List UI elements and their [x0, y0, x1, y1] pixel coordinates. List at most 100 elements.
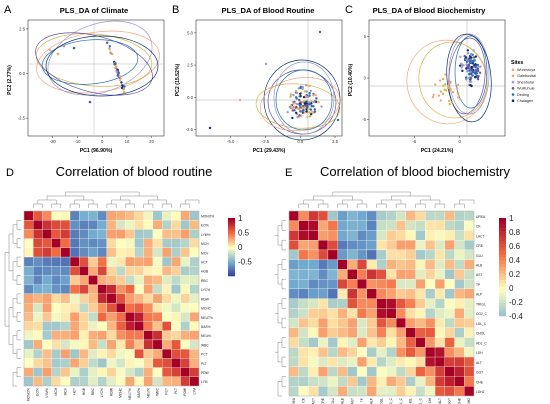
heatmap-cell — [366, 337, 377, 348]
heatmap-cell — [444, 376, 455, 387]
heatmap-cell — [115, 293, 126, 304]
row-label: PDW — [201, 371, 210, 375]
heatmap-cell — [444, 259, 455, 270]
heatmap-cell — [189, 210, 200, 221]
heatmap-cell — [51, 349, 61, 359]
heatmap-cell — [23, 330, 34, 341]
heatmap-cell — [97, 293, 108, 304]
heatmap-cell — [288, 288, 299, 299]
x-ticks: -5 0 — [412, 136, 461, 144]
heatmap-cell — [115, 302, 126, 313]
scatter-point — [114, 62, 117, 65]
heatmap-cell — [308, 210, 319, 221]
heatmap-cell — [288, 230, 299, 241]
scatter-point — [309, 108, 313, 111]
heatmap-cell — [106, 358, 117, 368]
heatmap-cell — [386, 249, 397, 260]
scatter-point — [308, 102, 312, 106]
scatter-point — [474, 64, 478, 68]
heatmap-cell — [405, 220, 416, 231]
heatmap-cell — [318, 308, 329, 319]
heatmap-cell — [386, 288, 397, 299]
scatter-point — [448, 103, 452, 106]
heatmap-cell — [376, 386, 387, 397]
colorbar-segment — [228, 227, 235, 230]
heatmap-cell — [115, 349, 126, 359]
row-label: LYM — [201, 380, 208, 384]
x-tick-label: -5.0 — [227, 139, 235, 144]
heatmap-cell — [434, 220, 445, 231]
heatmap-cell — [415, 356, 426, 367]
heatmap-cell — [60, 293, 71, 304]
heatmap-cell — [60, 284, 71, 295]
heatmap-cell — [97, 321, 108, 331]
heatmap-cell — [464, 269, 475, 280]
column-label: ALT — [438, 398, 442, 404]
scatter-point — [313, 108, 317, 111]
scatter-point — [294, 89, 298, 93]
heatmap-cell — [318, 356, 329, 367]
colorbar-segment — [499, 306, 506, 310]
legend-swatch — [511, 80, 515, 84]
heatmap-cell — [288, 279, 299, 290]
heatmap-cell — [308, 308, 319, 319]
heatmap-cell — [327, 220, 338, 231]
heatmap-cell — [134, 266, 144, 276]
column-label: EO% — [36, 388, 40, 396]
colorbar: 1 0.8 0.6 0.4 0.2 0 -0.2 -0.4 — [499, 214, 523, 321]
heatmap-cell — [318, 210, 329, 221]
heatmap-cell — [395, 298, 406, 309]
heatmap-cell — [152, 302, 163, 313]
heatmap-cell — [51, 256, 61, 267]
scatter-point — [472, 56, 476, 59]
heatmap-cell — [162, 367, 172, 377]
heatmap-cell — [189, 284, 200, 295]
row-label: WBC — [201, 343, 209, 347]
heatmap-cell — [405, 259, 416, 270]
heatmap-cell — [23, 256, 34, 267]
colorbar-segment — [228, 248, 235, 252]
legend-swatch — [511, 99, 515, 102]
heatmap-cell — [33, 293, 43, 304]
heatmap-cell — [357, 327, 368, 338]
heatmap-cell — [152, 339, 163, 350]
heatmap-cell — [318, 327, 329, 338]
heatmap-cell — [366, 210, 377, 221]
scatter-point — [431, 96, 435, 99]
scatter-point — [305, 103, 309, 107]
column-label: CRE — [321, 397, 325, 404]
heatmap-cell — [434, 240, 445, 251]
heatmap-cell — [97, 275, 108, 285]
heatmap-cell — [425, 288, 436, 299]
heatmap-cell — [376, 317, 387, 328]
heatmap-cell — [405, 317, 416, 328]
y-tick-label: 2.5 — [19, 26, 25, 31]
column-label: CHE — [457, 397, 461, 404]
heatmap-cell — [415, 386, 426, 397]
confidence-ellipse — [41, 39, 139, 85]
heatmap-cell — [88, 284, 98, 295]
scatter-point — [123, 91, 126, 94]
heatmap-cell — [23, 339, 34, 350]
colorbar-segment — [228, 241, 235, 244]
heatmap-cell — [357, 210, 368, 221]
heatmap-cell — [464, 317, 475, 328]
heatmap-cell — [134, 247, 144, 258]
heatmap-cell — [171, 247, 181, 258]
heatmap-cell — [69, 220, 80, 230]
heatmap-cell — [79, 284, 89, 295]
colorbar-segment — [499, 280, 506, 284]
heatmap-cell — [51, 302, 61, 313]
colorbar-segment — [499, 253, 506, 258]
colorbar-label: 0.5 — [238, 229, 250, 238]
scatter-point — [439, 99, 442, 102]
heatmap-cell — [415, 249, 426, 260]
heatmap-cell — [134, 349, 144, 359]
scatter-point — [88, 100, 92, 104]
heatmap-cell — [454, 249, 465, 260]
heatmap-cell — [33, 238, 43, 248]
heatmap-cell — [357, 376, 368, 387]
heatmap-cell — [298, 376, 309, 387]
heatmap-cell — [33, 220, 43, 230]
heatmap-cell — [386, 220, 397, 231]
